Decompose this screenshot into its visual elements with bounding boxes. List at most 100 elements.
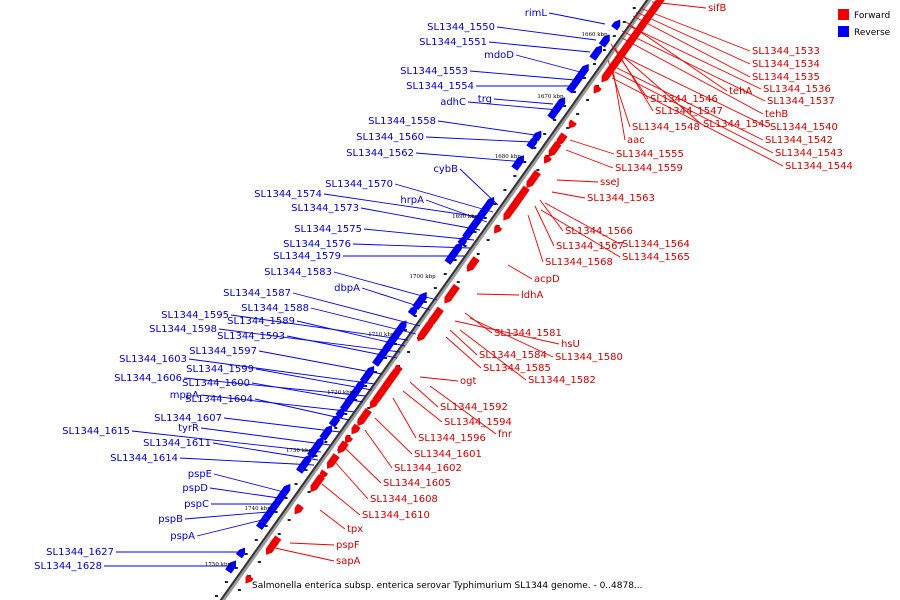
gene-label-sl1344-1576[interactable]: SL1344_1576	[283, 239, 351, 250]
gene-label-sl1344-1570[interactable]: SL1344_1570	[325, 179, 393, 190]
reverse-gene-sl1344-1562[interactable]	[511, 155, 524, 171]
gene-label-trg[interactable]: trg	[478, 94, 492, 105]
forward-gene-segment[interactable]	[469, 259, 478, 269]
gene-label-sl1344-1536[interactable]: SL1344_1536	[763, 84, 831, 95]
gene-label-sl1344-1608[interactable]: SL1344_1608	[370, 494, 438, 505]
gene-label-ldha[interactable]: ldhA	[521, 290, 543, 301]
reverse-gene-sl1344-1575[interactable]	[457, 235, 467, 247]
gene-label-mppa[interactable]: mppA	[170, 390, 199, 401]
forward-gene-sl1344-1544[interactable]	[601, 71, 611, 83]
gene-label-sl1344-1594[interactable]: SL1344_1594	[444, 417, 512, 428]
gene-label-sl1344-1589[interactable]: SL1344_1589	[227, 316, 295, 327]
gene-label-sl1344-1579[interactable]: SL1344_1579	[273, 251, 341, 262]
forward-gene-sl1344-1605[interactable]	[337, 440, 349, 454]
gene-label-adhc[interactable]: adhC	[440, 97, 466, 108]
forward-gene-segment[interactable]	[519, 189, 528, 199]
reverse-gene-sl1344-1560[interactable]	[526, 136, 538, 150]
forward-gene-sl1344-1608[interactable]	[327, 453, 340, 469]
forward-gene-segment[interactable]	[295, 504, 304, 514]
gene-label-sl1344-1614[interactable]: SL1344_1614	[110, 453, 178, 464]
gene-label-sl1344-1628[interactable]: SL1344_1628	[34, 561, 102, 572]
gene-label-sl1344-1575[interactable]: SL1344_1575	[294, 224, 362, 235]
gene-label-sl1344-1597[interactable]: SL1344_1597	[189, 346, 257, 357]
gene-label-sl1344-1547[interactable]: SL1344_1547	[655, 106, 723, 117]
gene-label-sl1344-1542[interactable]: SL1344_1542	[765, 135, 833, 146]
gene-label-sl1344-1562[interactable]: SL1344_1562	[346, 148, 414, 159]
reverse-gene-mppa[interactable]	[335, 407, 345, 419]
gene-label-teha[interactable]: tehA	[729, 86, 752, 97]
gene-label-sl1344-1559[interactable]: SL1344_1559	[615, 163, 683, 174]
gene-label-sl1344-1593[interactable]: SL1344_1593	[217, 331, 285, 342]
forward-gene-ssej[interactable]	[526, 169, 541, 189]
forward-gene-segment[interactable]	[320, 469, 329, 479]
forward-gene-segment[interactable]	[344, 434, 354, 444]
forward-gene-segment[interactable]	[419, 329, 428, 339]
reverse-gene-pspa[interactable]	[255, 511, 271, 531]
reverse-gene-sl1344-1604[interactable]	[328, 414, 340, 428]
reverse-gene-sl1344-1597[interactable]	[359, 365, 375, 385]
gene-label-sl1344-1544[interactable]: SL1344_1544	[785, 161, 853, 172]
gene-label-sl1344-1540[interactable]: SL1344_1540	[770, 122, 838, 133]
gene-label-sl1344-1545[interactable]: SL1344_1545	[703, 119, 771, 130]
gene-label-acpd[interactable]: acpD	[534, 274, 560, 285]
gene-label-sl1344-1583[interactable]: SL1344_1583	[264, 267, 332, 278]
gene-label-aac[interactable]: aac	[627, 135, 645, 146]
forward-gene-segment[interactable]	[394, 364, 403, 374]
forward-gene-segment[interactable]	[618, 49, 627, 59]
reverse-gene-adhc[interactable]	[547, 101, 562, 121]
gene-label-sl1344-1534[interactable]: SL1344_1534	[752, 59, 820, 70]
forward-gene-segment[interactable]	[270, 539, 279, 549]
gene-label-sl1344-1573[interactable]: SL1344_1573	[291, 203, 359, 214]
gene-label-sl1344-1535[interactable]: SL1344_1535	[752, 72, 820, 83]
forward-gene-sl1344-1555[interactable]	[556, 132, 568, 146]
reverse-gene-sl1344-1607[interactable]	[319, 425, 333, 441]
gene-label-sl1344-1595[interactable]: SL1344_1595	[161, 310, 229, 321]
gene-label-cybb[interactable]: cybB	[433, 164, 458, 175]
gene-label-sl1344-1610[interactable]: SL1344_1610	[362, 510, 430, 521]
gene-label-pspe[interactable]: pspE	[188, 469, 212, 480]
gene-label-sl1344-1566[interactable]: SL1344_1566	[565, 226, 633, 237]
gene-label-sl1344-1551[interactable]: SL1344_1551	[419, 37, 487, 48]
gene-label-pspc[interactable]: pspC	[184, 499, 209, 510]
gene-label-sl1344-1611[interactable]: SL1344_1611	[143, 438, 211, 449]
gene-label-sl1344-1537[interactable]: SL1344_1537	[767, 96, 835, 107]
gene-label-sl1344-1568[interactable]: SL1344_1568	[545, 257, 613, 268]
gene-label-sl1344-1580[interactable]: SL1344_1580	[555, 352, 623, 363]
gene-label-sl1344-1627[interactable]: SL1344_1627	[46, 547, 114, 558]
gene-label-sl1344-1601[interactable]: SL1344_1601	[414, 449, 482, 460]
gene-label-sl1344-1587[interactable]: SL1344_1587	[223, 288, 291, 299]
gene-label-pspd[interactable]: pspD	[182, 483, 208, 494]
gene-label-sifb[interactable]: sifB	[708, 3, 727, 14]
gene-label-sl1344-1550[interactable]: SL1344_1550	[427, 22, 495, 33]
gene-label-sl1344-1606[interactable]: SL1344_1606	[114, 373, 182, 384]
forward-gene-segment[interactable]	[245, 574, 254, 584]
gene-label-sl1344-1581[interactable]: SL1344_1581	[494, 328, 562, 339]
forward-gene-sl1344-1602[interactable]	[351, 423, 361, 435]
gene-label-sl1344-1598[interactable]: SL1344_1598	[149, 324, 217, 335]
forward-gene-segment[interactable]	[444, 294, 453, 304]
gene-label-sl1344-1605[interactable]: SL1344_1605	[383, 478, 451, 489]
gene-label-sl1344-1548[interactable]: SL1344_1548	[632, 122, 700, 133]
reverse-gene-sl1344-1551[interactable]	[589, 45, 603, 61]
reverse-gene-sl1344-1573[interactable]	[462, 221, 477, 241]
forward-gene-segment[interactable]	[494, 224, 503, 234]
reverse-gene-sl1344-1583[interactable]	[412, 291, 427, 311]
forward-gene-segment[interactable]	[643, 14, 652, 24]
forward-gene-sl1344-1559[interactable]	[548, 141, 562, 157]
reverse-gene-sl1344-1614[interactable]	[295, 458, 309, 474]
gene-label-mdod[interactable]: mdoD	[484, 50, 514, 61]
gene-label-sl1344-1615[interactable]: SL1344_1615	[62, 426, 130, 437]
forward-gene-sl1344-1610[interactable]	[310, 473, 325, 493]
gene-label-riml[interactable]: rimL	[525, 8, 548, 19]
gene-label-sl1344-1582[interactable]: SL1344_1582	[528, 375, 596, 386]
gene-label-sl1344-1564[interactable]: SL1344_1564	[622, 239, 690, 250]
gene-label-hsu[interactable]: hsU	[561, 339, 580, 350]
reverse-gene-sl1344-1615[interactable]	[306, 447, 317, 459]
gene-label-sl1344-1604[interactable]: SL1344_1604	[185, 394, 253, 405]
gene-label-ogt[interactable]: ogt	[460, 376, 476, 387]
forward-gene-fnr[interactable]	[381, 378, 393, 392]
reverse-gene-riml[interactable]	[611, 19, 621, 31]
gene-label-sl1344-1602[interactable]: SL1344_1602	[394, 463, 462, 474]
forward-gene-sl1344-1580[interactable]	[428, 307, 443, 327]
forward-gene-segment[interactable]	[568, 119, 577, 129]
